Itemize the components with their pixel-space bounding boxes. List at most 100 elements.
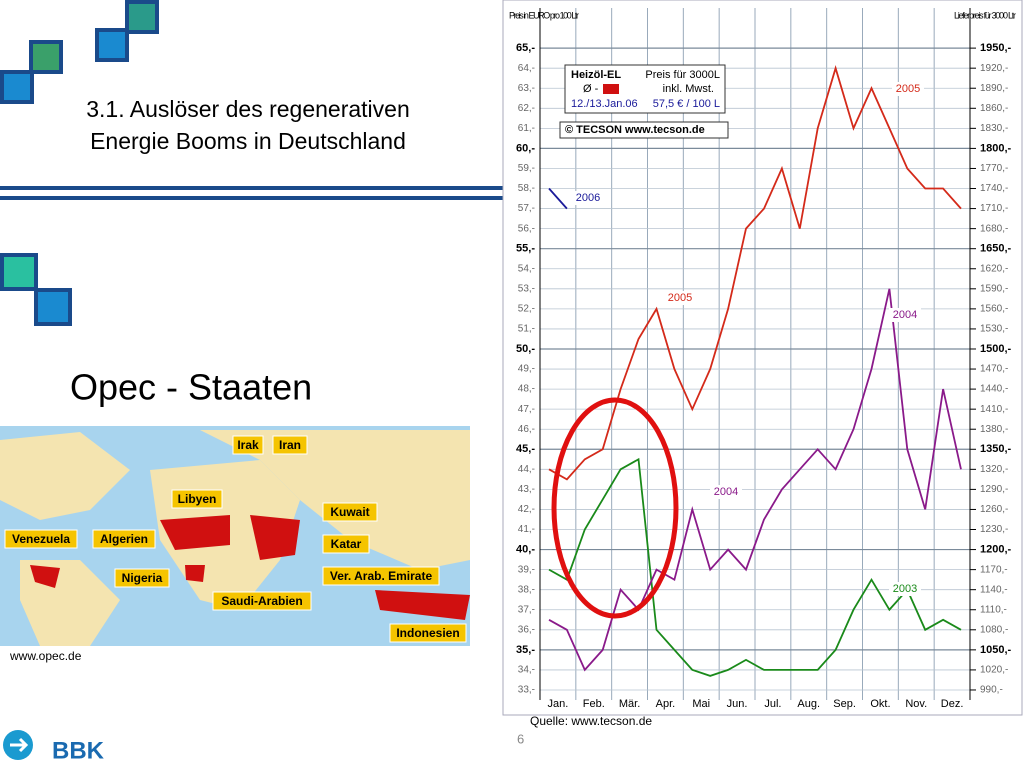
map-label: Nigeria <box>122 571 163 585</box>
series-label: 2004 <box>714 486 738 498</box>
annotation: 12./13.Jan.06 <box>571 98 638 110</box>
y2-tick-label: 1140,- <box>980 584 1008 595</box>
y2-tick-label: 1350,- <box>980 443 1012 455</box>
x-tick-label: Feb. <box>583 698 605 710</box>
map-label: Katar <box>331 537 362 551</box>
y2-tick-label: 1500,- <box>980 343 1012 355</box>
y-tick-label: 40,- <box>516 543 535 555</box>
y-tick-label: 50,- <box>516 343 535 355</box>
y-tick-label: 33,- <box>518 685 535 696</box>
chart: 33,- 34,- 35,- 36,- 37,- 38,- 39,- 40,- 41,- 42,-… <box>509 8 1016 710</box>
y2-tick-label: 1050,- <box>980 644 1012 656</box>
y-tick-label: 54,- <box>518 263 535 274</box>
map-label: Indonesien <box>396 626 459 640</box>
y2-tick-label: 1680,- <box>980 223 1008 234</box>
y2-tick-label: 1800,- <box>980 142 1012 154</box>
decoration <box>0 0 505 326</box>
y2-tick-label: 1410,- <box>980 404 1008 415</box>
highlight-circle <box>551 397 679 619</box>
annotation: Ø - <box>583 83 599 95</box>
y2-tick-label: 1110,- <box>980 604 1007 615</box>
y-tick-label: 60,- <box>516 142 535 154</box>
y-tick-label: 45,- <box>516 443 535 455</box>
series-label-bg <box>710 485 742 499</box>
y-tick-label: 65,- <box>516 42 535 54</box>
y2-tick-label: 1890,- <box>980 83 1008 94</box>
x-tick-label: Jan. <box>548 698 569 710</box>
y2-tick-label: 1290,- <box>980 484 1008 495</box>
x-tick-label: Aug. <box>797 698 820 710</box>
logo-text: BBK <box>52 737 105 764</box>
y2-tick-label: 1770,- <box>980 163 1008 174</box>
map-label: Irak <box>237 438 259 452</box>
map-label-box <box>92 529 156 549</box>
y2-tick-label: 1380,- <box>980 424 1008 435</box>
y2-tick-label: 1230,- <box>980 524 1008 535</box>
chart-frame <box>502 0 1023 716</box>
y-tick-label: 44,- <box>518 464 535 475</box>
y2-tick-label: 1530,- <box>980 324 1008 335</box>
y2-tick-label: 1320,- <box>980 464 1008 475</box>
x-tick-label: Jul. <box>764 698 781 710</box>
flag <box>603 84 619 94</box>
x-tick-label: Okt. <box>870 698 890 710</box>
y-axis-title: Preis in EURO pro 100 Ltr <box>509 10 579 20</box>
y-tick-label: 34,- <box>518 665 535 676</box>
x-tick-label: Apr. <box>656 698 676 710</box>
y-tick-label: 63,- <box>518 83 535 94</box>
y-tick-label: 53,- <box>518 283 535 294</box>
y-tick-label: 35,- <box>516 644 535 656</box>
map-label-box <box>232 435 264 455</box>
map-label-box <box>322 534 370 554</box>
y-tick-label: 38,- <box>518 584 535 595</box>
map-label-box <box>272 435 308 455</box>
y2-tick-label: 1590,- <box>980 283 1008 294</box>
map-label-box <box>4 529 78 549</box>
y2-tick-label: 1020,- <box>980 665 1008 676</box>
title: Energie Booms in Deutschland <box>90 128 406 154</box>
y2-tick-label: 1950,- <box>980 42 1012 54</box>
y2-tick-label: 1260,- <box>980 504 1008 515</box>
y2-tick-label: 1440,- <box>980 384 1008 395</box>
x-tick-label: Dez. <box>941 698 964 710</box>
info-box <box>564 64 726 114</box>
y-tick-label: 59,- <box>518 163 535 174</box>
y-tick-label: 39,- <box>518 564 535 575</box>
map-label: Saudi-Arabien <box>221 594 302 608</box>
subtitle: Opec - Staaten <box>70 367 312 408</box>
y-tick-label: 51,- <box>518 324 535 335</box>
y-tick-label: 47,- <box>518 404 535 415</box>
series-label: 2004 <box>893 309 917 321</box>
page-number: 6 <box>517 731 524 746</box>
y2-tick-label: 1710,- <box>980 203 1008 214</box>
map <box>0 426 470 646</box>
map-label-box <box>171 489 223 509</box>
y2-tick-label: 1740,- <box>980 183 1008 194</box>
annotation: inkl. Mwst. <box>663 83 714 95</box>
title: 3.1. Auslöser des regenerativen <box>86 96 409 122</box>
map-label-box <box>389 623 467 643</box>
map-label-box <box>322 566 440 586</box>
y2-tick-label: 1830,- <box>980 123 1008 134</box>
y-tick-label: 55,- <box>516 243 535 255</box>
logo <box>3 730 33 760</box>
y2-tick-label: 1470,- <box>980 364 1008 375</box>
x-tick-label: Sep. <box>833 698 856 710</box>
x-tick-label: Jun. <box>727 698 748 710</box>
series-label: 2003 <box>893 583 917 595</box>
x-tick-label: Nov. <box>905 698 927 710</box>
series-label: 2005 <box>896 83 920 95</box>
y2-tick-label: 1560,- <box>980 304 1008 315</box>
series-label-bg <box>664 291 696 305</box>
annotation: © TECSON www.tecson.de <box>565 124 705 136</box>
y-tick-label: 49,- <box>518 364 535 375</box>
map-label-box <box>114 568 170 588</box>
y-tick-label: 56,- <box>518 223 535 234</box>
y-tick-label: 52,- <box>518 304 535 315</box>
map-label-box <box>322 502 378 522</box>
y-tick-label: 42,- <box>518 504 535 515</box>
y-tick-label: 64,- <box>518 63 535 74</box>
y2-tick-label: 1650,- <box>980 243 1012 255</box>
series-label: 2005 <box>668 292 692 304</box>
